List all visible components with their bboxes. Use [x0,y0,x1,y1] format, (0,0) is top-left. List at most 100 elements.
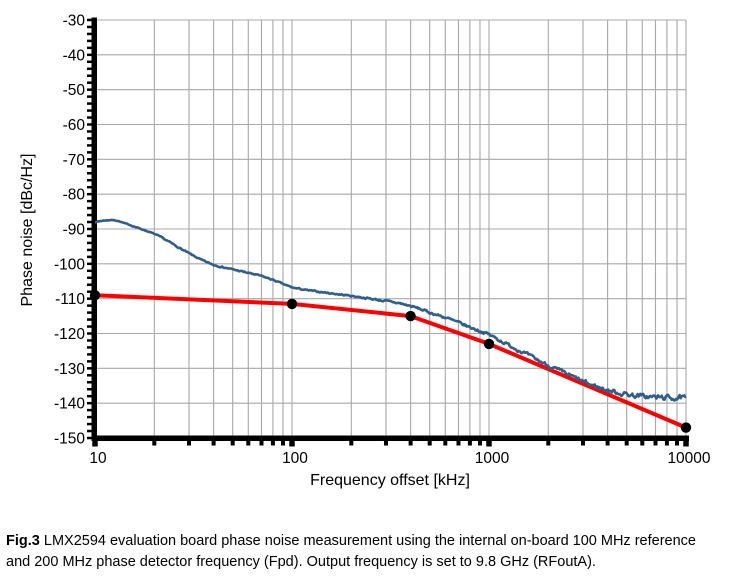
y-axis-tick [87,318,92,321]
x-axis-minor-tick [664,441,669,446]
figure-caption: Fig.3 LMX2594 evaluation board phase noi… [6,531,730,573]
caption-label: Fig.3 [6,533,40,549]
y-tick-label: -60 [63,117,86,134]
y-axis-tick [87,109,92,112]
y-axis-tick [87,415,92,419]
x-axis-minor-tick [674,441,679,446]
x-axis-minor-tick [580,441,585,446]
reference-marker [89,290,101,301]
y-axis-tick [87,95,92,98]
x-axis-minor-tick [259,441,264,446]
y-tick-label: -100 [54,256,85,273]
x-axis-major-tick [289,441,295,447]
x-axis-minor-tick [349,441,354,446]
y-axis-tick [87,408,92,412]
y-axis-tick [87,436,92,440]
x-axis-minor-tick [246,441,251,446]
y-axis-tick [87,401,92,405]
y-axis-tick [87,60,92,64]
y-axis-tick [87,367,92,370]
y-axis-tick [87,137,92,140]
y-axis-tick [87,381,92,384]
y-tick-label: -80 [63,187,86,204]
y-axis-tick [87,116,92,119]
reference-marker [483,338,495,350]
y-axis-tick [87,158,92,161]
y-axis-tick [87,346,92,349]
x-axis-minor-tick [640,441,645,446]
y-axis-tick [87,360,92,363]
x-tick-labels: 10 100 1000 10000 [89,450,711,467]
x-axis-minor-tick [186,441,191,446]
y-axis-tick [87,46,92,50]
y-tick-label: -130 [54,361,85,378]
y-axis-tick [87,88,92,91]
y-axis-tick [87,297,92,300]
y-axis-tick [87,234,92,238]
x-axis-minor-tick [477,441,482,446]
y-axis-tick [87,304,92,307]
gridlines [97,19,687,436]
x-axis-minor-tick [653,441,658,446]
y-tick-label: -40 [63,47,86,64]
y-axis-tick [87,332,92,335]
y-axis-tick [87,276,92,280]
y-tick-label: -150 [54,431,85,448]
y-axis-tick [87,429,92,433]
y-axis-tick [87,220,92,224]
axes [87,17,689,447]
x-axis-title: Frequency offset [kHz] [310,472,470,489]
y-axis-tick [87,325,92,328]
y-axis-tick [87,165,92,168]
y-tick-label: -140 [54,396,85,413]
x-tick-label: 1000 [475,450,510,467]
y-axis-tick [87,213,92,217]
y-axis-tick [87,387,92,391]
x-axis-minor-tick [383,441,388,446]
x-axis-major-tick [92,441,98,447]
x-axis-minor-tick [152,441,157,446]
y-axis-tick [87,353,92,356]
y-axis-tick [87,172,92,175]
x-axis-minor-tick [443,441,448,446]
y-tick-label: -50 [63,82,86,99]
y-axis-tick [87,74,92,77]
x-axis-minor-tick [624,441,629,446]
y-axis-tick [87,255,92,259]
reference-marker [286,298,298,310]
y-axis-tick [87,67,92,71]
measured-curve [94,218,687,402]
y-axis-tick [87,199,92,203]
x-tick-label: 100 [282,450,308,467]
y-axis-tick [87,339,92,342]
y-axis-tick [87,130,92,133]
x-axis-minor-tick [427,441,432,446]
y-axis-tick [87,53,92,57]
y-tick-labels: -30 -40 -50 -60 -70 -80 -90 -100 -110 -120 -130 -14… [54,13,85,448]
y-axis-tick [87,311,92,314]
y-axis-tick [87,227,92,231]
y-tick-label: -120 [54,326,85,343]
x-tick-label: 10 [89,450,107,467]
y-tick-label: -70 [63,152,86,169]
y-axis-tick [87,422,92,426]
y-axis-tick [87,81,92,84]
x-axis-line [91,435,689,441]
reference-markers [89,290,692,433]
x-axis-major-tick [683,441,689,447]
y-axis-tick [87,248,92,252]
y-axis-line [91,17,97,441]
x-axis-minor-tick [467,441,472,446]
reference-marker [405,310,416,322]
y-axis-tick [87,206,92,210]
y-axis-tick [87,151,92,154]
y-axis-tick [87,394,92,398]
y-axis-tick [87,192,92,196]
y-axis-tick [87,102,92,105]
y-axis-tick [87,262,92,266]
y-tick-label: -30 [63,13,86,30]
y-axis-tick [87,144,92,147]
y-axis-tick [87,32,92,36]
